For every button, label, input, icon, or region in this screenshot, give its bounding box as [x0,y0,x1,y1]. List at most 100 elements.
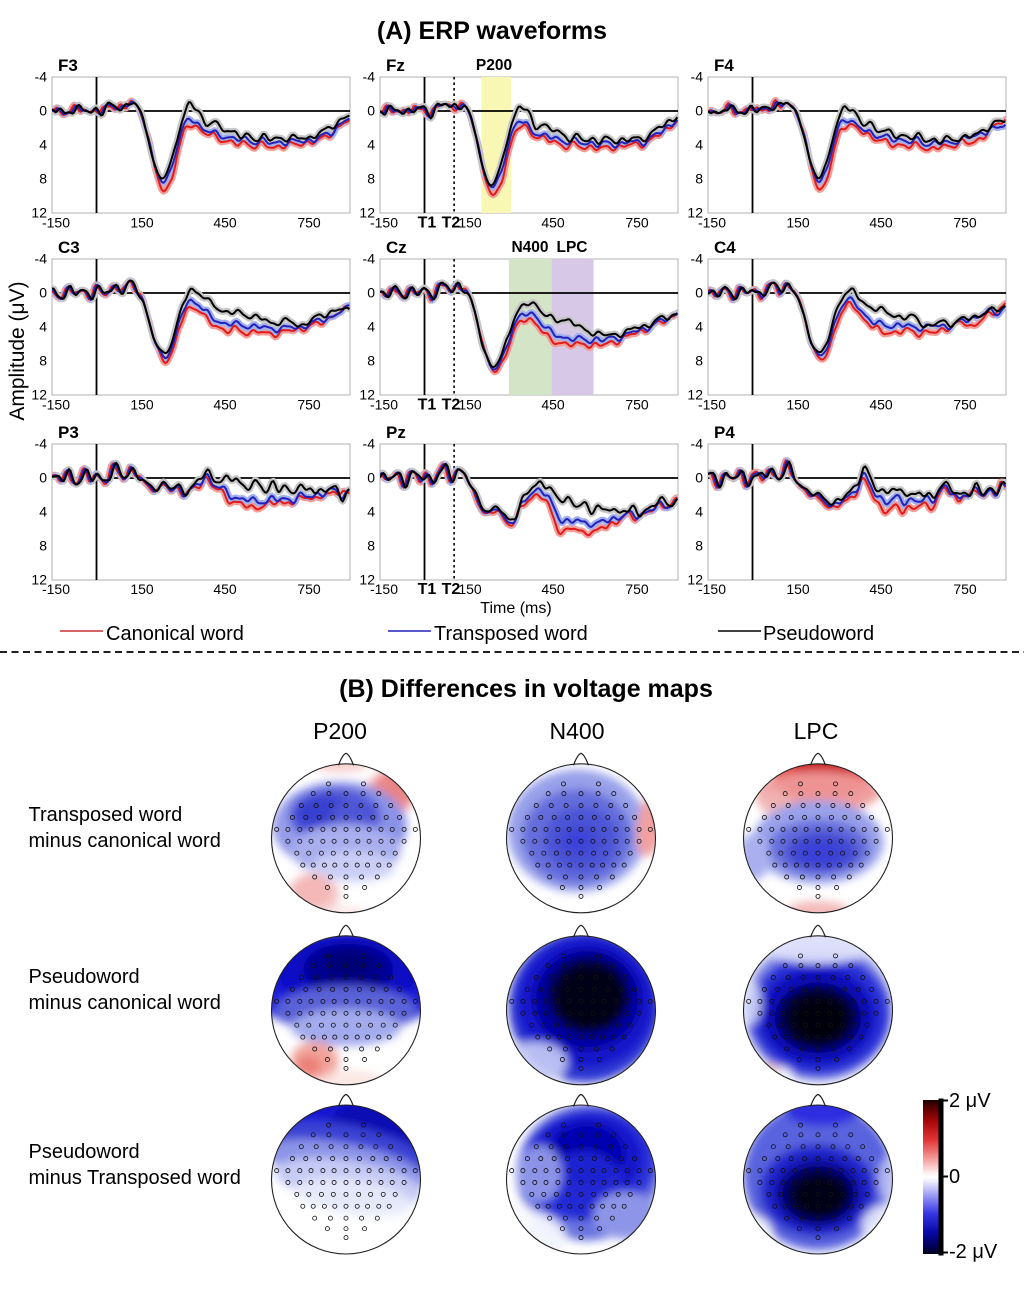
svg-text:750: 750 [953,581,977,597]
svg-text:450: 450 [213,215,237,231]
svg-text:450: 450 [541,215,565,231]
svg-text:12: 12 [359,387,375,403]
svg-text:8: 8 [39,538,47,554]
svg-text:750: 750 [625,397,649,413]
svg-text:N400: N400 [511,239,548,256]
svg-text:0: 0 [39,285,47,301]
svg-text:C4: C4 [714,238,736,257]
svg-text:T1: T1 [418,215,437,232]
svg-text:Fz: Fz [386,56,405,75]
svg-text:2 μV: 2 μV [949,1090,991,1112]
svg-text:4: 4 [367,504,375,520]
svg-text:12: 12 [687,387,703,403]
svg-text:-4: -4 [35,436,48,452]
svg-text:4: 4 [39,319,47,335]
svg-text:450: 450 [869,581,893,597]
svg-text:-150: -150 [370,581,398,597]
svg-text:Canonical word: Canonical word [106,623,244,645]
svg-text:8: 8 [695,171,703,187]
svg-text:P200: P200 [476,57,512,74]
svg-text:T2: T2 [442,581,461,598]
svg-text:150: 150 [130,397,154,413]
svg-text:0: 0 [695,285,703,301]
svg-text:-4: -4 [35,69,48,85]
svg-text:Pseudoword: Pseudoword [29,966,140,988]
svg-text:8: 8 [367,353,375,369]
svg-text:4: 4 [695,137,703,153]
svg-text:Pz: Pz [386,423,406,442]
svg-text:Transposed word: Transposed word [29,804,183,826]
svg-text:-150: -150 [370,397,398,413]
svg-text:minus canonical word: minus canonical word [29,992,221,1014]
svg-text:N400: N400 [550,718,605,744]
svg-text:150: 150 [458,581,482,597]
svg-text:8: 8 [367,171,375,187]
svg-text:Time (ms): Time (ms) [480,600,551,617]
svg-text:-150: -150 [42,581,70,597]
svg-text:-150: -150 [42,397,70,413]
svg-text:Pseudoword: Pseudoword [763,623,874,645]
svg-text:0: 0 [695,103,703,119]
svg-text:(B) Differences in voltage map: (B) Differences in voltage maps [339,675,713,703]
svg-text:750: 750 [297,397,321,413]
svg-text:-4: -4 [691,436,704,452]
svg-text:8: 8 [695,538,703,554]
svg-text:(A) ERP waveforms: (A) ERP waveforms [377,17,607,45]
svg-text:4: 4 [39,504,47,520]
svg-text:12: 12 [31,205,47,221]
svg-text:T1: T1 [418,397,437,414]
svg-text:-2 μV: -2 μV [949,1241,998,1263]
svg-text:750: 750 [953,215,977,231]
svg-text:8: 8 [695,353,703,369]
svg-text:-150: -150 [698,397,726,413]
svg-text:450: 450 [213,581,237,597]
svg-text:0: 0 [949,1166,960,1188]
svg-text:12: 12 [687,205,703,221]
svg-text:0: 0 [367,285,375,301]
svg-text:-4: -4 [363,251,376,267]
svg-text:P4: P4 [714,423,735,442]
svg-text:12: 12 [687,572,703,588]
svg-text:4: 4 [695,504,703,520]
svg-text:C3: C3 [58,238,80,257]
svg-text:-150: -150 [42,215,70,231]
svg-text:LPC: LPC [557,239,588,256]
svg-text:-150: -150 [370,215,398,231]
svg-text:Cz: Cz [386,238,407,257]
svg-text:450: 450 [541,397,565,413]
svg-text:Amplitude (μV): Amplitude (μV) [6,281,29,420]
svg-text:750: 750 [297,215,321,231]
svg-text:4: 4 [367,137,375,153]
svg-text:0: 0 [39,103,47,119]
svg-text:12: 12 [359,572,375,588]
svg-text:0: 0 [367,470,375,486]
svg-text:-4: -4 [691,69,704,85]
svg-text:4: 4 [695,319,703,335]
svg-text:12: 12 [31,387,47,403]
svg-text:-4: -4 [363,69,376,85]
svg-text:-150: -150 [698,215,726,231]
svg-text:8: 8 [39,171,47,187]
svg-text:450: 450 [869,215,893,231]
svg-text:-4: -4 [35,251,48,267]
svg-text:4: 4 [367,319,375,335]
svg-text:750: 750 [625,581,649,597]
svg-text:150: 150 [130,215,154,231]
svg-text:4: 4 [39,137,47,153]
svg-text:150: 150 [458,397,482,413]
svg-text:150: 150 [786,581,810,597]
svg-text:T2: T2 [442,397,461,414]
svg-text:Pseudoword: Pseudoword [29,1141,140,1163]
svg-text:750: 750 [953,397,977,413]
svg-text:0: 0 [695,470,703,486]
svg-text:8: 8 [367,538,375,554]
svg-text:150: 150 [130,581,154,597]
svg-text:-4: -4 [691,251,704,267]
svg-text:150: 150 [458,215,482,231]
svg-text:T2: T2 [442,215,461,232]
svg-text:T1: T1 [418,581,437,598]
svg-text:150: 150 [786,215,810,231]
svg-text:750: 750 [625,215,649,231]
svg-text:F3: F3 [58,56,78,75]
svg-text:450: 450 [213,397,237,413]
